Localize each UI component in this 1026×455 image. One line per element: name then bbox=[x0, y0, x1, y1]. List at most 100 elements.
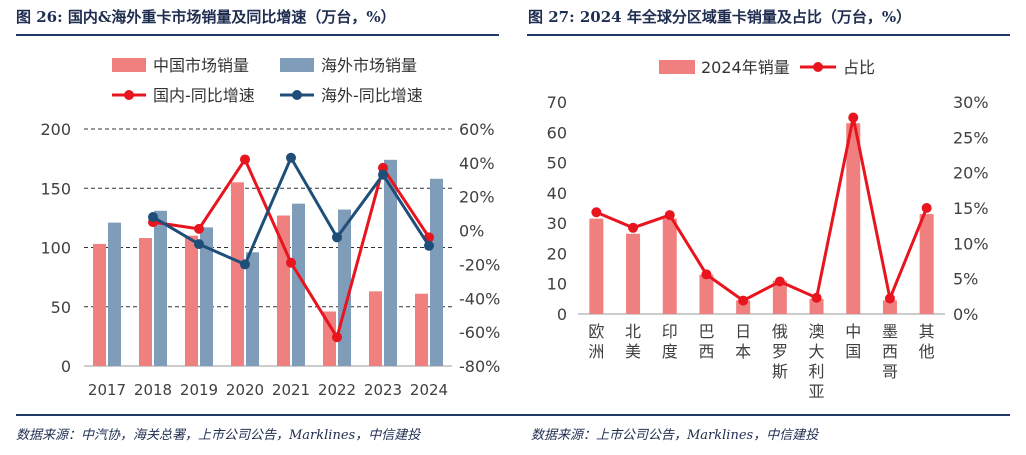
overseas-sales-bar bbox=[292, 203, 305, 366]
overseas-yoy-point bbox=[240, 259, 250, 270]
share-point bbox=[884, 293, 895, 304]
x-tick-label: 其他 bbox=[919, 322, 935, 361]
share-point bbox=[664, 210, 675, 221]
x-tick-label: 澳大利亚 bbox=[809, 322, 825, 401]
y-tick-label: 20 bbox=[547, 244, 567, 263]
share-line bbox=[595, 117, 929, 304]
x-tick-label: 北美 bbox=[625, 322, 641, 361]
y2-tick-label: -20% bbox=[459, 255, 500, 274]
y2-tick-label: 5% bbox=[953, 270, 978, 289]
x-tick-label: 中国 bbox=[845, 322, 861, 361]
y-tick-label: 200 bbox=[40, 120, 71, 139]
x-tick-label: 2022 bbox=[318, 381, 356, 399]
x-tick-label: 日本 bbox=[735, 322, 751, 361]
y2-tick-label: 40% bbox=[459, 154, 495, 173]
x-tick-label: 2019 bbox=[180, 381, 218, 399]
legend-swatch-sales-bar bbox=[659, 60, 695, 74]
overseas-sales-bar bbox=[384, 159, 397, 366]
x-tick-label: 欧洲 bbox=[588, 322, 604, 361]
region-sales-bar bbox=[919, 214, 934, 314]
legend-marker-share bbox=[813, 62, 823, 72]
y2-tick-label: 20% bbox=[953, 164, 989, 183]
overseas-yoy-point bbox=[378, 169, 388, 180]
overseas-sales-bar bbox=[246, 252, 259, 366]
left-figure-title: 图 26: 国内&海外重卡市场销量及同比增速（万台，%） bbox=[16, 8, 396, 26]
overseas-sales-bar bbox=[430, 178, 443, 366]
overseas-yoy-point bbox=[424, 240, 434, 251]
legend-label: 中国市场销量 bbox=[153, 56, 249, 75]
legend-label: 海外市场销量 bbox=[321, 56, 417, 75]
y2-tick-label: 0% bbox=[459, 222, 484, 241]
x-tick-label: 2021 bbox=[272, 381, 310, 399]
y-tick-label: 100 bbox=[40, 239, 71, 258]
domestic-yoy-point bbox=[286, 257, 296, 268]
right-source-note: 数据来源：上市公司公告，Marklines，中信建投 bbox=[531, 428, 819, 443]
domestic-yoy-point bbox=[240, 154, 250, 165]
left-source-note: 数据来源：中汽协，海关总署，上市公司公告，Marklines，中信建投 bbox=[16, 428, 421, 443]
region-sales-bar bbox=[662, 218, 677, 314]
legend-swatch-domestic-bar bbox=[112, 58, 146, 72]
share-point bbox=[738, 295, 749, 306]
y-tick-label: 0 bbox=[61, 357, 71, 376]
region-sales-bar bbox=[699, 274, 714, 314]
overseas-yoy-point bbox=[148, 212, 158, 223]
y2-tick-label: -80% bbox=[459, 357, 500, 376]
legend-label: 2024年销量 bbox=[701, 58, 790, 77]
share-point bbox=[848, 112, 859, 123]
region-sales-bar bbox=[809, 298, 824, 314]
overseas-sales-bar bbox=[200, 227, 213, 366]
x-tick-label: 2018 bbox=[134, 381, 172, 399]
domestic-yoy-point bbox=[332, 332, 342, 343]
overseas-sales-bar bbox=[154, 210, 167, 366]
region-sales-bar bbox=[882, 300, 897, 314]
x-tick-label: 俄罗斯 bbox=[772, 322, 788, 381]
y2-tick-label: 0% bbox=[953, 305, 978, 324]
domestic-sales-bar bbox=[323, 311, 336, 366]
y2-tick-label: 15% bbox=[953, 199, 989, 218]
overseas-yoy-point bbox=[286, 152, 296, 163]
x-tick-label: 2023 bbox=[364, 381, 402, 399]
domestic-sales-bar bbox=[415, 293, 428, 366]
y2-tick-label: -60% bbox=[459, 323, 500, 342]
domestic-sales-bar bbox=[139, 238, 152, 366]
region-sales-bar bbox=[846, 123, 861, 314]
overseas-yoy-point bbox=[332, 232, 342, 243]
right-title-rule bbox=[527, 34, 1010, 36]
share-point bbox=[774, 276, 785, 287]
legend-swatch-overseas-bar bbox=[280, 58, 314, 72]
region-sales-bar bbox=[589, 218, 604, 314]
legend-label: 国内-同比增速 bbox=[153, 86, 255, 105]
x-tick-label: 2024 bbox=[410, 381, 448, 399]
y2-tick-label: -40% bbox=[459, 289, 500, 308]
left-title-rule bbox=[16, 34, 499, 36]
legend-marker-domestic bbox=[124, 90, 134, 100]
share-point bbox=[701, 269, 712, 280]
domestic-sales-bar bbox=[231, 182, 244, 366]
y-tick-label: 0 bbox=[557, 305, 567, 324]
y-tick-label: 50 bbox=[547, 154, 567, 173]
y2-tick-label: 30% bbox=[953, 93, 989, 112]
domestic-yoy-point bbox=[194, 223, 204, 234]
y-tick-label: 70 bbox=[547, 93, 567, 112]
y-tick-label: 150 bbox=[40, 179, 71, 198]
share-point bbox=[921, 203, 932, 213]
y-tick-label: 30 bbox=[547, 214, 567, 233]
domestic-sales-bar bbox=[93, 243, 106, 366]
domestic-sales-bar bbox=[369, 291, 382, 366]
region-sales-bar bbox=[772, 280, 787, 314]
footer-rule bbox=[16, 414, 1010, 416]
x-tick-label: 2020 bbox=[226, 381, 264, 399]
domestic-sales-bar bbox=[185, 235, 198, 366]
share-point bbox=[628, 222, 639, 233]
legend-label: 海外-同比增速 bbox=[321, 86, 423, 105]
share-point bbox=[591, 207, 602, 218]
legend-label: 占比 bbox=[843, 58, 875, 77]
y-tick-label: 60 bbox=[547, 123, 567, 142]
y2-tick-label: 60% bbox=[459, 120, 495, 139]
x-tick-label: 印度 bbox=[662, 322, 678, 361]
y2-tick-label: 25% bbox=[953, 128, 989, 147]
y-tick-label: 50 bbox=[51, 298, 71, 317]
right-figure-title: 图 27: 2024 年全球分区域重卡销量及占比（万台，%） bbox=[528, 8, 912, 26]
